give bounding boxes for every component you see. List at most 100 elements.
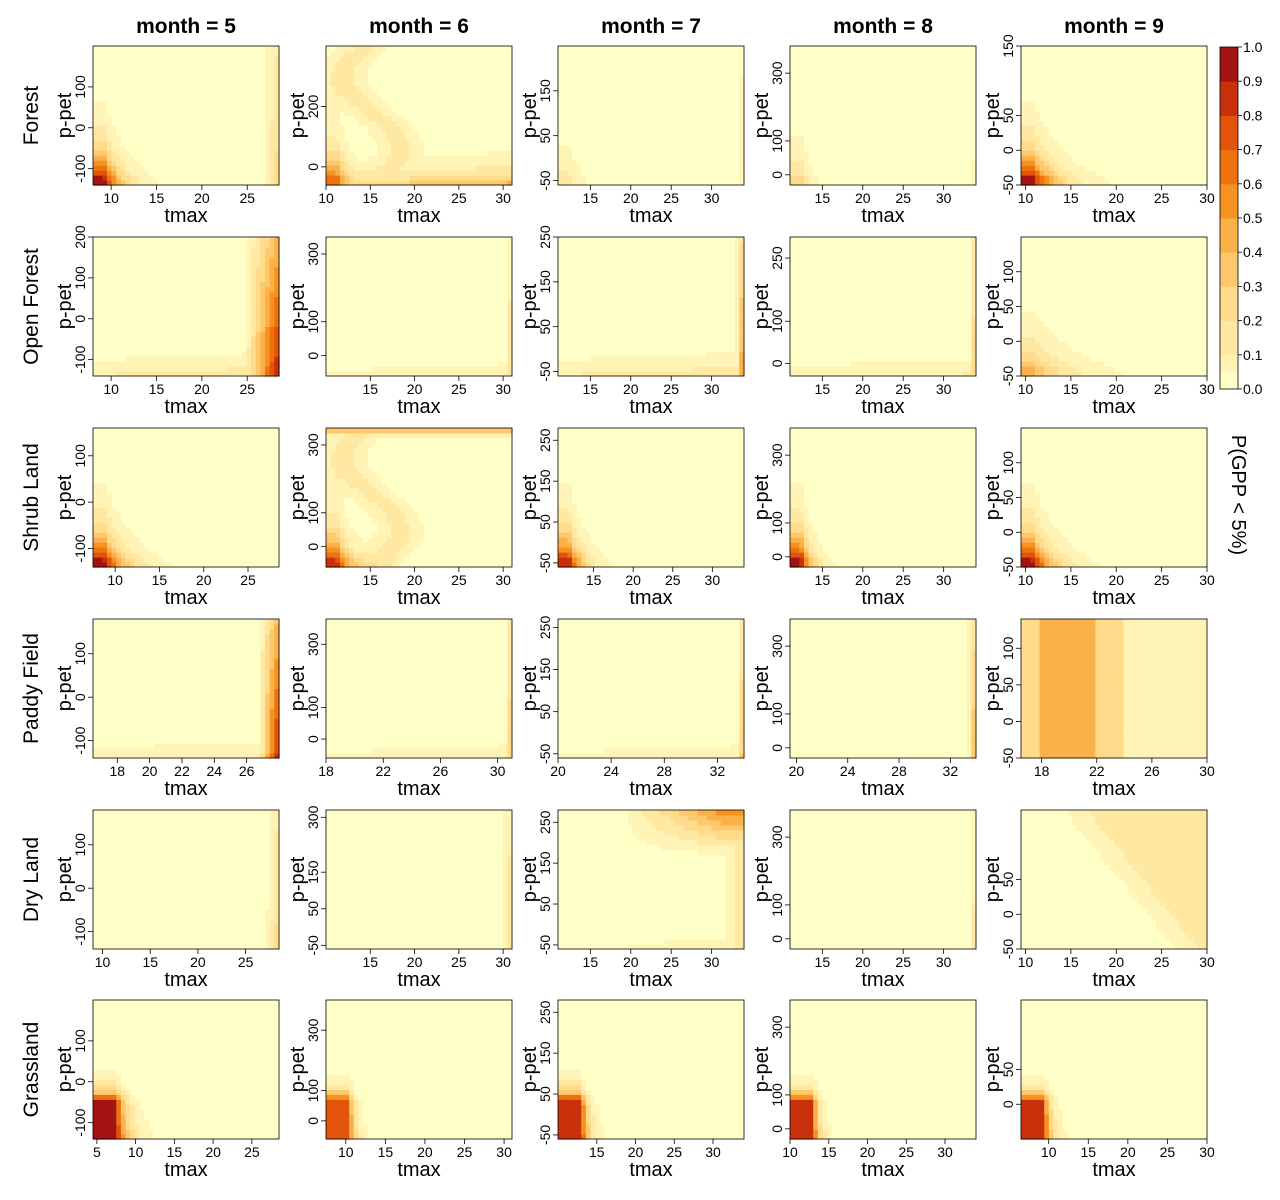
heatmap-cell bbox=[966, 70, 972, 77]
heatmap-cell bbox=[571, 155, 578, 161]
heatmap-cell bbox=[213, 135, 220, 141]
heatmap-cell bbox=[344, 180, 350, 186]
heatmap-cell bbox=[831, 85, 838, 92]
heatmap-cell bbox=[1034, 120, 1041, 127]
heatmap-cell bbox=[915, 90, 921, 97]
heatmap-cell bbox=[93, 130, 99, 136]
heatmap-cell bbox=[479, 150, 485, 156]
heatmap-cell bbox=[1048, 140, 1055, 146]
heatmap-cell bbox=[353, 115, 360, 122]
heatmap-cell bbox=[1058, 120, 1064, 127]
heatmap-cell bbox=[725, 135, 731, 141]
heatmap-cell bbox=[915, 160, 921, 166]
heatmap-cell bbox=[237, 165, 243, 171]
heatmap-cell bbox=[845, 160, 852, 166]
heatmap-cell bbox=[502, 145, 508, 151]
heatmap-cell bbox=[725, 95, 731, 102]
heatmap-cell bbox=[1021, 100, 1027, 107]
heatmap-cell bbox=[1030, 115, 1036, 122]
heatmap-cell bbox=[274, 180, 280, 186]
heatmap-cell bbox=[906, 95, 912, 102]
heatmap-cell bbox=[692, 180, 699, 186]
heatmap-cell bbox=[349, 150, 355, 156]
heatmap-cell bbox=[106, 50, 113, 57]
heatmap-cell bbox=[627, 155, 633, 161]
heatmap-cell bbox=[195, 90, 201, 97]
heatmap-cell bbox=[148, 90, 155, 97]
heatmap-cell bbox=[432, 120, 439, 127]
heatmap-cell bbox=[102, 140, 108, 146]
heatmap-cell bbox=[716, 175, 722, 181]
heatmap-cell bbox=[934, 105, 940, 112]
heatmap-cell bbox=[1025, 170, 1031, 176]
heatmap-cell bbox=[1039, 140, 1045, 146]
heatmap-cell bbox=[567, 65, 573, 72]
heatmap-cell bbox=[966, 180, 972, 186]
heatmap-cell bbox=[702, 46, 708, 52]
heatmap-cell bbox=[562, 180, 568, 186]
heatmap-cell bbox=[391, 180, 397, 186]
heatmap-cell bbox=[460, 160, 467, 166]
heatmap-cell bbox=[414, 155, 420, 161]
heatmap-cell bbox=[711, 180, 717, 186]
heatmap-cell bbox=[836, 50, 842, 57]
heatmap-cell bbox=[423, 125, 429, 131]
heatmap-cell bbox=[502, 120, 508, 127]
heatmap-cell bbox=[130, 80, 136, 87]
heatmap-cell bbox=[623, 95, 629, 102]
heatmap-cell bbox=[683, 100, 689, 107]
heatmap-cell bbox=[567, 80, 573, 87]
heatmap-cell bbox=[604, 65, 610, 72]
heatmap-cell bbox=[1025, 125, 1031, 131]
heatmap-cell bbox=[595, 50, 601, 57]
heatmap-cell bbox=[841, 55, 847, 62]
heatmap-cell bbox=[460, 145, 467, 151]
heatmap-cell bbox=[952, 180, 958, 186]
heatmap-cell bbox=[102, 125, 108, 131]
heatmap-cell bbox=[451, 105, 457, 112]
heatmap-cell bbox=[887, 155, 893, 161]
heatmap-cell bbox=[446, 155, 453, 161]
heatmap-cell bbox=[734, 160, 740, 166]
heatmap-cell bbox=[339, 170, 346, 176]
heatmap-cell bbox=[632, 46, 638, 52]
heatmap-cell bbox=[887, 85, 893, 92]
heatmap-cell bbox=[1039, 46, 1045, 52]
heatmap-cell bbox=[688, 115, 694, 122]
heatmap-cell bbox=[567, 110, 573, 117]
heatmap-cell bbox=[437, 95, 443, 102]
row-header: Paddy Field bbox=[20, 633, 43, 744]
heatmap-cell bbox=[1072, 130, 1078, 136]
heatmap-cell bbox=[571, 100, 578, 107]
heatmap-cell bbox=[952, 50, 958, 57]
heatmap-cell bbox=[274, 90, 280, 97]
heatmap-cell bbox=[241, 140, 248, 146]
heatmap-cell bbox=[190, 180, 196, 186]
heatmap-cell bbox=[451, 60, 457, 67]
heatmap-cell bbox=[869, 155, 875, 161]
heatmap-cell bbox=[567, 145, 573, 151]
heatmap-cell bbox=[381, 65, 388, 72]
heatmap-cell bbox=[864, 110, 870, 117]
heatmap-cell bbox=[896, 65, 903, 72]
heatmap-cell bbox=[567, 95, 573, 102]
heatmap-cell bbox=[144, 150, 150, 156]
heatmap-cell bbox=[139, 85, 145, 92]
heatmap-cell bbox=[344, 155, 350, 161]
heatmap-cell bbox=[711, 65, 717, 72]
heatmap-cell bbox=[186, 130, 192, 136]
heatmap-cell bbox=[111, 75, 117, 82]
heatmap-cell bbox=[599, 125, 606, 131]
heatmap-cell bbox=[627, 80, 633, 87]
heatmap-cell bbox=[1030, 50, 1036, 57]
heatmap-cell bbox=[734, 150, 740, 156]
heatmap-cell bbox=[251, 145, 257, 151]
heatmap-cell bbox=[148, 130, 155, 136]
heatmap-cell bbox=[674, 60, 680, 67]
heatmap-cell bbox=[167, 165, 173, 171]
heatmap-cell bbox=[799, 125, 805, 131]
heatmap-cell bbox=[326, 140, 332, 146]
heatmap-cell bbox=[906, 75, 912, 82]
heatmap-cell bbox=[794, 150, 800, 156]
heatmap-cell bbox=[120, 180, 127, 186]
